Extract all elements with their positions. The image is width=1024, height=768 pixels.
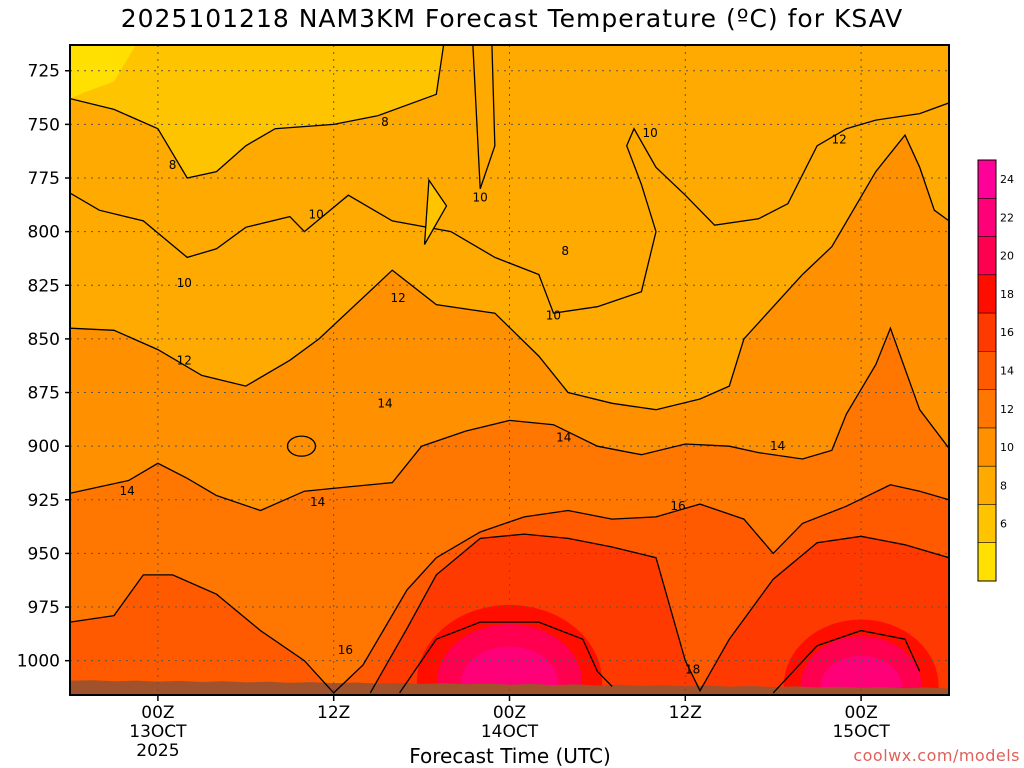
colorbar-frame [977,159,997,582]
contour-14 [70,326,949,512]
contour-14-cell [286,435,317,457]
y-tick-label: 825 [28,276,60,296]
contour-8-pocket [423,178,448,245]
contour-label: 16 [338,643,353,657]
terrain-fill [70,680,949,695]
colorbar-label: 18 [1000,288,1014,301]
contour-label: 16 [670,499,685,513]
contour-label: 10 [546,308,561,322]
colorbar-label: 22 [1000,211,1014,224]
contour-label: 10 [473,190,488,204]
colorbar-label: 24 [1000,173,1014,186]
contour-label: 8 [561,244,569,258]
contour-8 [70,45,445,179]
chart-title: 2025101218 NAM3KM Forecast Temperature (… [120,4,904,33]
colorbar-segment [978,198,996,237]
contour-label: 12 [177,353,192,367]
colorbar-label: 16 [1000,326,1014,339]
colorbar-label: 10 [1000,441,1014,454]
colorbar-segment [978,389,996,428]
warm-core-24-1 [461,646,558,695]
y-tick-label: 975 [28,598,60,618]
colorbar-label: 6 [1000,518,1007,531]
site-credit[interactable]: coolwx.com/models [853,746,1020,765]
y-tick-label: 850 [28,330,60,350]
contour-label: 8 [169,158,177,172]
contour-label: 14 [770,439,785,453]
colorbar-segment [978,274,996,314]
x-tick-label: 00Z [493,703,526,723]
colorbar-segment [978,351,996,390]
colorbar-segment [978,427,996,467]
y-tick-label: 800 [28,223,60,243]
contour-label: 10 [308,207,323,221]
colorbar-segment [978,160,996,199]
x-axis-title: Forecast Time (UTC) [409,744,611,768]
colorbar-segment [978,466,996,505]
contour-label: 8 [381,115,389,129]
colorbar-segment [978,504,996,543]
contour-label: 14 [556,431,571,445]
colorbar-label: 14 [1000,365,1014,378]
x-tick-label: 00Z [844,703,877,723]
contour-label: 18 [685,662,700,676]
y-tick-label: 1000 [17,652,60,672]
colorbar-label: 20 [1000,250,1014,263]
contour-16 [70,484,949,694]
band-fill-8-10 [70,45,444,178]
contour-label: 10 [177,276,192,290]
colorbar-segment [978,313,996,352]
colorbar-label: 8 [1000,479,1007,492]
contour-label: 14 [377,396,392,410]
colorbar-label: 12 [1000,403,1014,416]
x-tick-label: 12Z [317,703,350,723]
contour-label: 14 [310,495,325,509]
x-tick-date: 13OCT [129,722,187,742]
x-tick-label: 00Z [141,703,174,723]
colorbar-segment [978,542,996,581]
contour-label: 14 [119,484,134,498]
x-tick-year: 2025 [136,741,179,761]
contour-label: 10 [642,126,657,140]
y-tick-label: 775 [28,169,60,189]
y-tick-label: 725 [28,62,60,82]
y-tick-label: 950 [28,544,60,564]
y-tick-label: 925 [28,491,60,511]
y-tick-label: 750 [28,115,60,135]
x-tick-date: 15OCT [832,722,890,742]
contour-10-tongue [472,45,496,189]
colorbar-segment [978,236,996,275]
band-fill-below-8 [70,45,136,99]
contour-10 [70,102,949,314]
contour-20-east [772,629,921,694]
contour-12 [70,133,949,411]
contour-label: 12 [831,132,846,146]
contour-18 [369,533,949,694]
x-tick-label: 12Z [669,703,702,723]
contour-20-west [399,621,613,694]
contour-label: 12 [391,291,406,305]
x-tick-date: 14OCT [481,722,539,742]
y-tick-label: 900 [28,437,60,457]
y-tick-label: 875 [28,384,60,404]
